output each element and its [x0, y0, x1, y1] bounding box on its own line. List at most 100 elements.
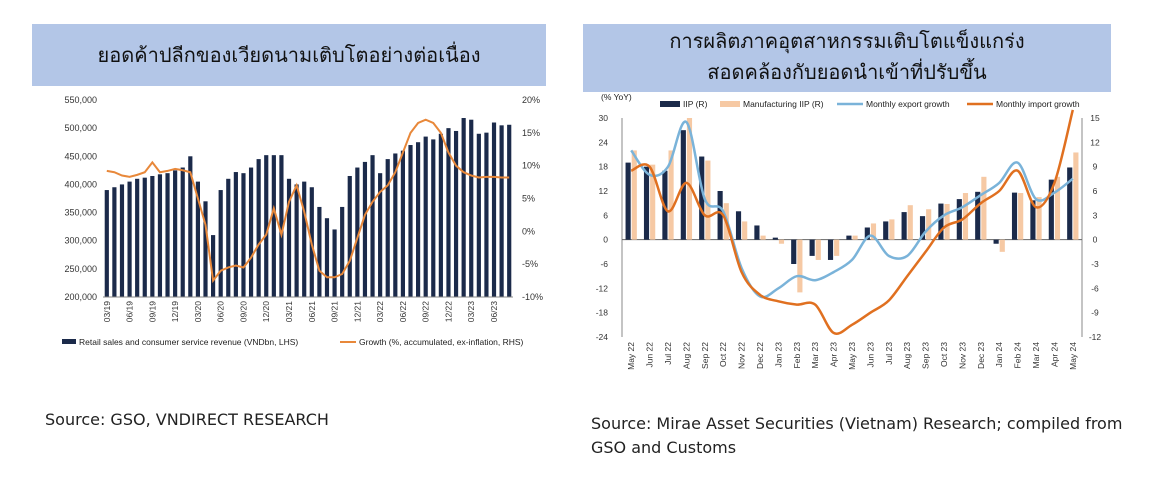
x-tick-label: 06/22 [398, 301, 408, 323]
iip-bar [919, 216, 926, 240]
manufacturing-iip-bar [926, 209, 932, 240]
bar [286, 178, 292, 297]
iip-bar [643, 166, 650, 240]
bar [173, 170, 178, 297]
y-tick-label: 6 [603, 210, 608, 220]
x-tick-label: Apr 23 [829, 342, 839, 367]
y2-tick-label: 3 [1093, 210, 1098, 220]
manufacturing-iip-bar [889, 219, 895, 240]
y2-tick-label: 6 [1093, 186, 1098, 196]
bar [400, 150, 405, 297]
right-source: Source: Mirae Asset Securities (Vietnam)… [591, 414, 1123, 457]
right-title-line1: การผลิตภาคอุตสาหกรรมเติบโตแข็งแกร่ง [669, 29, 1025, 53]
y2-tick-label: 20% [522, 95, 540, 105]
y2-tick-label: -5% [522, 259, 538, 269]
bar [211, 235, 216, 297]
export-growth-line [630, 120, 1074, 299]
x-tick-label: 09/20 [239, 301, 249, 323]
manufacturing-iip-bar [999, 239, 1005, 252]
bar [279, 155, 284, 297]
iip-bar [735, 211, 742, 240]
bar [264, 155, 269, 297]
iip-bar [883, 221, 889, 240]
bar [135, 178, 140, 297]
legend-label: IIP (R) [683, 99, 708, 109]
iip-bar [699, 156, 705, 240]
bar [248, 167, 254, 297]
x-tick-label: Jan 24 [994, 342, 1004, 368]
bar [226, 178, 231, 297]
iip-bar [1067, 167, 1073, 240]
iip-bar [772, 237, 778, 240]
bar [294, 184, 299, 297]
bar [469, 119, 474, 297]
iip-bar [1011, 192, 1018, 240]
bar [507, 124, 512, 297]
manufacturing-iip-bar [797, 239, 803, 293]
bar [188, 156, 193, 297]
manufacturing-iip-bar [650, 164, 656, 240]
x-tick-label: Jan 23 [773, 342, 783, 368]
y-tick-label: -6 [600, 259, 608, 269]
x-tick-label: 03/19 [102, 301, 112, 323]
bar [233, 172, 238, 297]
legend-label: Monthly export growth [866, 99, 950, 109]
bar [416, 142, 421, 297]
iip-bar [1030, 200, 1036, 240]
x-tick-label: Nov 23 [957, 342, 967, 369]
bar [218, 190, 223, 297]
x-tick-label: Sep 22 [700, 342, 710, 369]
manufacturing-iip-bar [705, 160, 711, 240]
legend-swatch-bars [62, 339, 76, 344]
bar [142, 177, 147, 297]
iip-bar [1048, 179, 1054, 240]
iip-bar [864, 227, 870, 240]
legend-label: Manufacturing IIP (R) [743, 99, 824, 109]
x-tick-label: Mar 24 [1031, 342, 1041, 369]
x-tick-label: 12/22 [444, 301, 454, 323]
x-tick-label: 09/21 [330, 301, 340, 323]
bar [195, 181, 200, 297]
iip-bar [717, 191, 723, 240]
right-panel: การผลิตภาคอุตสาหกรรมเติบโตแข็งแกร่ง สอดค… [575, 0, 1153, 500]
y-tick-label: 450,000 [64, 151, 97, 161]
y-tick-label: 12 [599, 186, 609, 196]
iip-bar [791, 239, 797, 264]
bar [378, 173, 383, 297]
y2-tick-label: 10% [522, 161, 540, 171]
manufacturing-iip-bar [1073, 152, 1079, 240]
legend-swatch-manufacturing [720, 101, 740, 107]
bar [340, 206, 345, 297]
manufacturing-iip-bar [1036, 197, 1042, 240]
x-tick-label: 03/21 [284, 301, 294, 323]
bar [362, 161, 368, 297]
left-title: ยอดค้าปลีกของเวียดนามเติบโตอย่างต่อเนื่อ… [32, 24, 546, 86]
bar [484, 132, 489, 297]
y-tick-label: 30 [599, 113, 609, 123]
y-tick-label: 250,000 [64, 264, 97, 274]
bar [385, 159, 390, 297]
x-tick-label: 06/20 [216, 301, 226, 323]
bar [491, 122, 497, 297]
y-tick-label: 400,000 [64, 179, 97, 189]
y2-tick-label: -10% [522, 292, 543, 302]
bar [431, 139, 436, 297]
bar [157, 174, 163, 297]
iip-bar [754, 225, 760, 240]
y-tick-label: -24 [596, 332, 609, 342]
y-tick-label: 200,000 [64, 292, 97, 302]
iip-bar [827, 239, 834, 260]
x-tick-label: 12/19 [170, 301, 180, 323]
x-tick-label: Apr 24 [1049, 342, 1059, 367]
y-tick-label: 300,000 [64, 236, 97, 246]
manufacturing-iip-bar [742, 221, 748, 240]
bar [165, 173, 170, 297]
bar [150, 175, 155, 297]
legend-label: Retail sales and consumer service revenu… [79, 337, 298, 347]
x-tick-label: 12/20 [261, 301, 271, 323]
manufacturing-iip-bar [815, 239, 821, 260]
manufacturing-iip-bar [834, 239, 840, 256]
right-title: การผลิตภาคอุตสาหกรรมเติบโตแข็งแกร่ง สอดค… [583, 24, 1111, 92]
iip-bar [956, 199, 962, 240]
iip-trade-chart: (% YoY)3024181260-6-12-18-2415129630-3-6… [596, 92, 1102, 370]
